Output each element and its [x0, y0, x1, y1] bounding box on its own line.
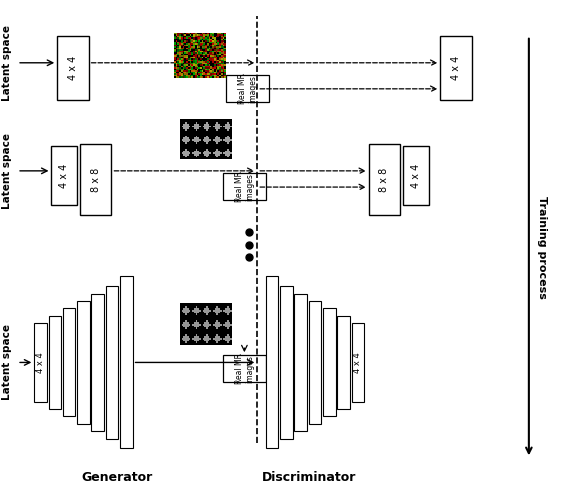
Bar	[440, 36, 472, 100]
Bar	[223, 173, 266, 201]
Bar	[92, 293, 104, 431]
Text: 4 x 4: 4 x 4	[411, 164, 421, 188]
Bar	[351, 323, 364, 402]
Text: Real MR
images: Real MR images	[234, 353, 254, 384]
Text: Latent space: Latent space	[2, 133, 13, 209]
Text: Latent space: Latent space	[2, 325, 13, 401]
Text: 4 x 4: 4 x 4	[59, 164, 69, 188]
Bar	[34, 323, 47, 402]
Bar	[369, 144, 400, 215]
Bar	[106, 287, 118, 439]
Bar	[294, 293, 307, 431]
Bar	[266, 277, 278, 449]
Bar	[77, 301, 90, 424]
Bar	[338, 316, 350, 409]
Bar	[51, 146, 77, 205]
Bar	[80, 144, 112, 215]
Text: Real MR
images: Real MR images	[234, 171, 254, 203]
Bar	[63, 308, 75, 416]
Text: Latent space: Latent space	[2, 25, 13, 101]
Bar	[223, 355, 266, 382]
Text: 4 x 4: 4 x 4	[36, 352, 45, 373]
Bar	[309, 301, 321, 424]
Bar	[120, 277, 132, 449]
Text: 4 x 4: 4 x 4	[451, 56, 461, 80]
Text: 4 x 4: 4 x 4	[68, 56, 78, 80]
Text: 8 x 8: 8 x 8	[91, 167, 101, 192]
Bar	[280, 287, 293, 439]
Text: 8 x 8: 8 x 8	[380, 167, 389, 192]
Text: 4 x 4: 4 x 4	[354, 352, 362, 373]
Bar	[323, 308, 336, 416]
Text: Training process: Training process	[537, 196, 547, 298]
Bar	[48, 316, 61, 409]
Bar	[226, 75, 268, 102]
Bar	[57, 36, 89, 100]
Text: Real MR
images: Real MR images	[237, 73, 257, 104]
Bar	[403, 146, 429, 205]
Text: Generator: Generator	[82, 471, 153, 485]
Text: Discriminator: Discriminator	[262, 471, 356, 485]
